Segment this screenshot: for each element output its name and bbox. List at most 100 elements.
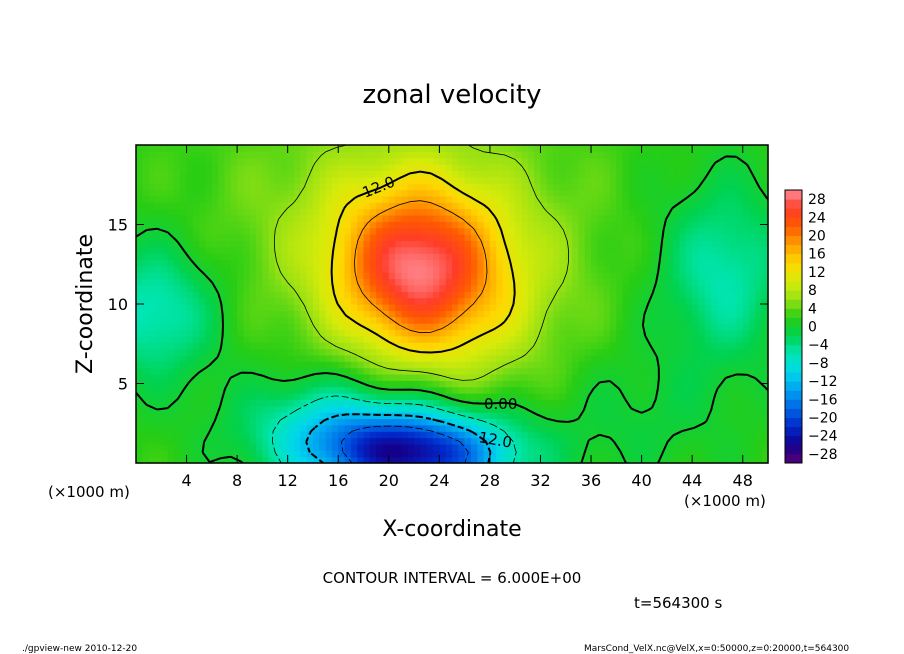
heatmap-cell [300, 234, 308, 241]
heatmap-cell [584, 208, 592, 216]
heatmap-cell [382, 240, 390, 248]
heatmap-cell [546, 189, 554, 197]
heatmap-cell [610, 195, 617, 203]
heatmap-cell [268, 329, 276, 337]
heatmap-cell [142, 195, 150, 203]
heatmap-cell [224, 284, 232, 292]
heatmap-cell [237, 164, 245, 172]
heatmap-cell [603, 221, 611, 229]
heatmap-cell [426, 373, 434, 381]
heatmap-cell [464, 354, 472, 362]
heatmap-cell [426, 240, 434, 248]
heatmap-cell [730, 437, 737, 445]
heatmap-cell [180, 437, 188, 445]
heatmap-cell [344, 393, 352, 400]
heatmap-cell [616, 272, 624, 280]
heatmap-cell [161, 335, 169, 343]
heatmap-cell [761, 170, 769, 178]
heatmap-cell [660, 335, 668, 343]
heatmap-cell [452, 195, 459, 203]
heatmap-cell [256, 348, 263, 356]
heatmap-cell [749, 443, 756, 451]
heatmap-cell [312, 284, 320, 292]
heatmap-cell [704, 227, 712, 235]
heatmap-cell [331, 259, 339, 267]
heatmap-cell [294, 412, 301, 420]
heatmap-cell [420, 278, 428, 286]
heatmap-cell [540, 265, 548, 273]
heatmap-cell [357, 259, 365, 267]
heatmap-cell [262, 437, 270, 445]
heatmap-cell [704, 221, 712, 229]
heatmap-cell [508, 361, 516, 369]
heatmap-cell [540, 227, 548, 235]
heatmap-cell [641, 450, 649, 458]
heatmap-cell [470, 367, 478, 375]
heatmap-cell [692, 253, 700, 261]
heatmap-cell [407, 164, 415, 172]
heatmap-cell [578, 437, 586, 445]
heatmap-cell [344, 234, 352, 241]
heatmap-cell [477, 240, 485, 248]
heatmap-cell [508, 348, 516, 356]
heatmap-cell [306, 323, 314, 331]
heatmap-cell [692, 195, 700, 203]
heatmap-cell [704, 405, 712, 413]
heatmap-cell [268, 431, 276, 439]
heatmap-cell [704, 418, 712, 426]
heatmap-cell [350, 291, 358, 299]
heatmap-cell [433, 386, 440, 394]
heatmap-cell [338, 431, 346, 439]
heatmap-cell [148, 253, 156, 261]
heatmap-cell [591, 342, 598, 350]
heatmap-cell [483, 348, 491, 356]
heatmap-cell [635, 214, 643, 222]
heatmap-cell [420, 272, 428, 280]
heatmap-cell [654, 170, 662, 178]
heatmap-cell [306, 284, 314, 292]
heatmap-cell [553, 221, 561, 229]
heatmap-cell [350, 443, 358, 451]
heatmap-cell [420, 412, 428, 420]
heatmap-cell [654, 323, 662, 331]
heatmap-cell [249, 234, 257, 241]
heatmap-cell [407, 259, 415, 267]
heatmap-cell [610, 176, 617, 184]
heatmap-cell [433, 323, 440, 331]
heatmap-cell [464, 412, 472, 420]
heatmap-cell [515, 297, 523, 305]
heatmap-cell [610, 304, 617, 311]
heatmap-cell [483, 443, 491, 451]
heatmap-cell [711, 214, 719, 222]
heatmap-cell [660, 450, 668, 458]
heatmap-cell [325, 284, 333, 292]
heatmap-cell [294, 170, 301, 178]
heatmap-cell [610, 265, 617, 273]
heatmap-cell [578, 246, 586, 254]
heatmap-cell [761, 176, 769, 184]
heatmap-cell [142, 437, 150, 445]
heatmap-cell [407, 329, 415, 337]
heatmap-cell [148, 259, 156, 267]
heatmap-cell [641, 361, 649, 369]
heatmap-cell [281, 310, 289, 318]
heatmap-cell [496, 202, 504, 210]
heatmap-cell [591, 240, 598, 248]
heatmap-cell [742, 195, 750, 203]
heatmap-cell [730, 386, 737, 394]
heatmap-cell [546, 284, 554, 292]
heatmap-cell [382, 157, 390, 165]
heatmap-cell [395, 393, 403, 400]
heatmap-cell [717, 151, 725, 159]
heatmap-cell [426, 405, 434, 413]
heatmap-cell [407, 310, 415, 318]
heatmap-cell [464, 437, 472, 445]
heatmap-cell [515, 240, 523, 248]
heatmap-cell [553, 183, 561, 191]
heatmap-cell [357, 272, 365, 280]
heatmap-cell [180, 227, 188, 235]
heatmap-cell [527, 157, 535, 165]
heatmap-cell [420, 259, 428, 267]
heatmap-cell [749, 278, 756, 286]
heatmap-cell [186, 214, 194, 222]
